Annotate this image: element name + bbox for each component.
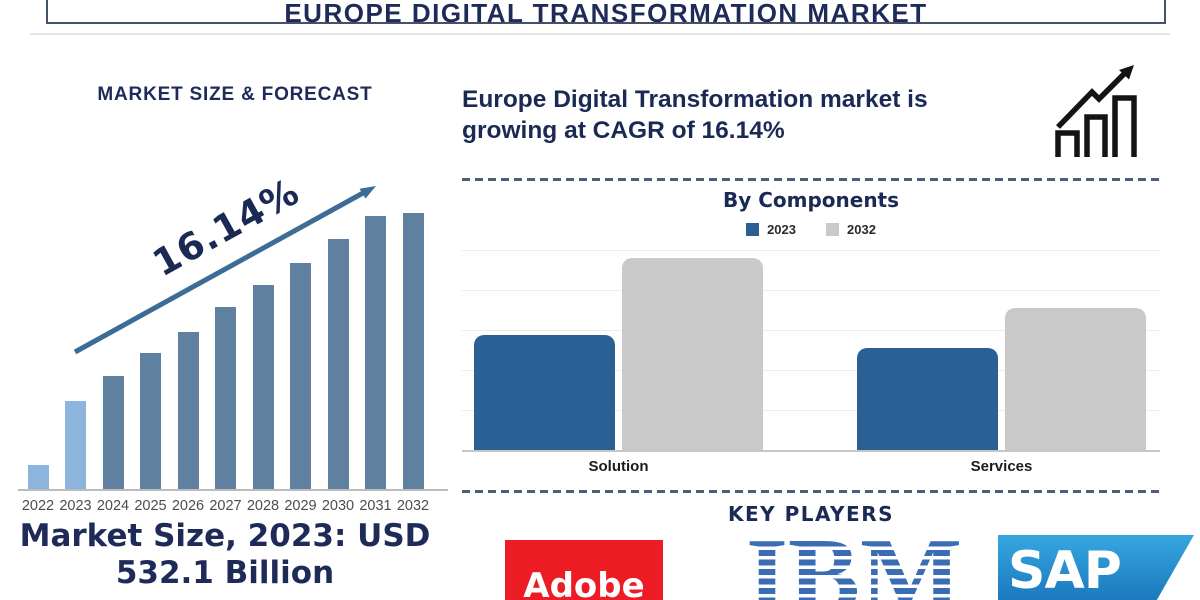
legend-label: 2023 (767, 222, 796, 237)
forecast-year-label: 2028 (246, 498, 280, 514)
legend-label: 2032 (847, 222, 876, 237)
forecast-year-label: 2026 (171, 498, 205, 514)
forecast-chart-title: MARKET SIZE & FORECAST (97, 84, 373, 105)
components-legend: 2023 2032 (462, 222, 1160, 237)
components-category-label: Services (970, 458, 1033, 475)
components-bar-chart: Solution Services (462, 250, 1160, 475)
adobe-logo-text: Adobe (523, 566, 645, 600)
components-bar-services-2032 (1005, 308, 1146, 450)
components-axis-line (462, 450, 1160, 452)
banner-shadow-line (30, 33, 1170, 35)
forecast-bar-2022 (27, 465, 49, 490)
components-bar-services-2023 (857, 348, 998, 450)
components-category-label: Solution (588, 458, 649, 475)
forecast-year-label: 2031 (359, 498, 392, 514)
components-bar-solution-2032 (622, 258, 763, 450)
adobe-logo: Adobe (505, 540, 663, 600)
forecast-year-label: 2024 (96, 498, 130, 514)
forecast-year-label: 2029 (284, 498, 317, 514)
market-size-caption: Market Size, 2023: USD 532.1 Billion (8, 518, 442, 592)
dashed-divider-top (462, 178, 1162, 181)
gridline (462, 410, 1160, 411)
forecast-year-label: 2025 (134, 498, 167, 514)
forecast-bar-2024 (102, 376, 124, 490)
sap-logo-text: SAP (1008, 541, 1122, 600)
forecast-year-label: 2022 (21, 498, 55, 514)
legend-swatch-icon (826, 223, 839, 236)
title-banner: EUROPE DIGITAL TRANSFORMATION MARKET (46, 0, 1166, 28)
forecast-year-label: 2030 (321, 498, 355, 514)
cagr-headline: Europe Digital Transformation market is … (462, 84, 1022, 146)
forecast-bar-2029 (290, 263, 311, 490)
forecast-bar-2025 (140, 353, 161, 490)
trend-arrow-icon (73, 186, 376, 355)
legend-item-2023: 2023 (746, 222, 796, 237)
growth-chart-icon (1055, 65, 1137, 157)
cagr-headline-line2: growing at CAGR of 16.14% (462, 117, 785, 144)
forecast-bar-2027 (215, 307, 236, 490)
dashed-divider-bottom (462, 490, 1162, 493)
page-title: EUROPE DIGITAL TRANSFORMATION MARKET (284, 0, 928, 28)
forecast-year-label: 2027 (209, 498, 242, 514)
legend-swatch-icon (746, 223, 760, 236)
market-size-caption-line1: Market Size, 2023: USD (19, 518, 431, 554)
gridline (462, 250, 1160, 251)
forecast-bar-2026 (177, 332, 199, 490)
key-players-title: KEY PLAYERS (727, 502, 895, 526)
market-forecast-bar-chart: 2022 2023 2024 2025 2026 2027 2028 2029 2030 2031… (22, 180, 448, 514)
gridline (462, 330, 1160, 331)
components-chart-title: By Components (722, 188, 900, 212)
forecast-year-label: 2023 (59, 498, 92, 514)
ibm-logo: IBM (746, 523, 962, 600)
forecast-bar-2032 (402, 213, 424, 490)
forecast-year-label: 2032 (396, 498, 430, 514)
gridline (462, 370, 1160, 371)
forecast-bar-2031 (365, 216, 386, 490)
market-size-caption-line2: 532.1 Billion (115, 555, 335, 591)
components-bar-solution-2023 (474, 335, 615, 450)
forecast-bar-2030 (327, 239, 349, 490)
cagr-headline-line1: Europe Digital Transformation market is (462, 86, 928, 113)
gridline (462, 290, 1160, 291)
forecast-bar-2028 (252, 285, 274, 490)
sap-logo: SAP (998, 535, 1194, 600)
legend-item-2032: 2032 (826, 222, 876, 237)
forecast-bar-2023 (65, 401, 86, 490)
forecast-axis-line (18, 489, 448, 491)
